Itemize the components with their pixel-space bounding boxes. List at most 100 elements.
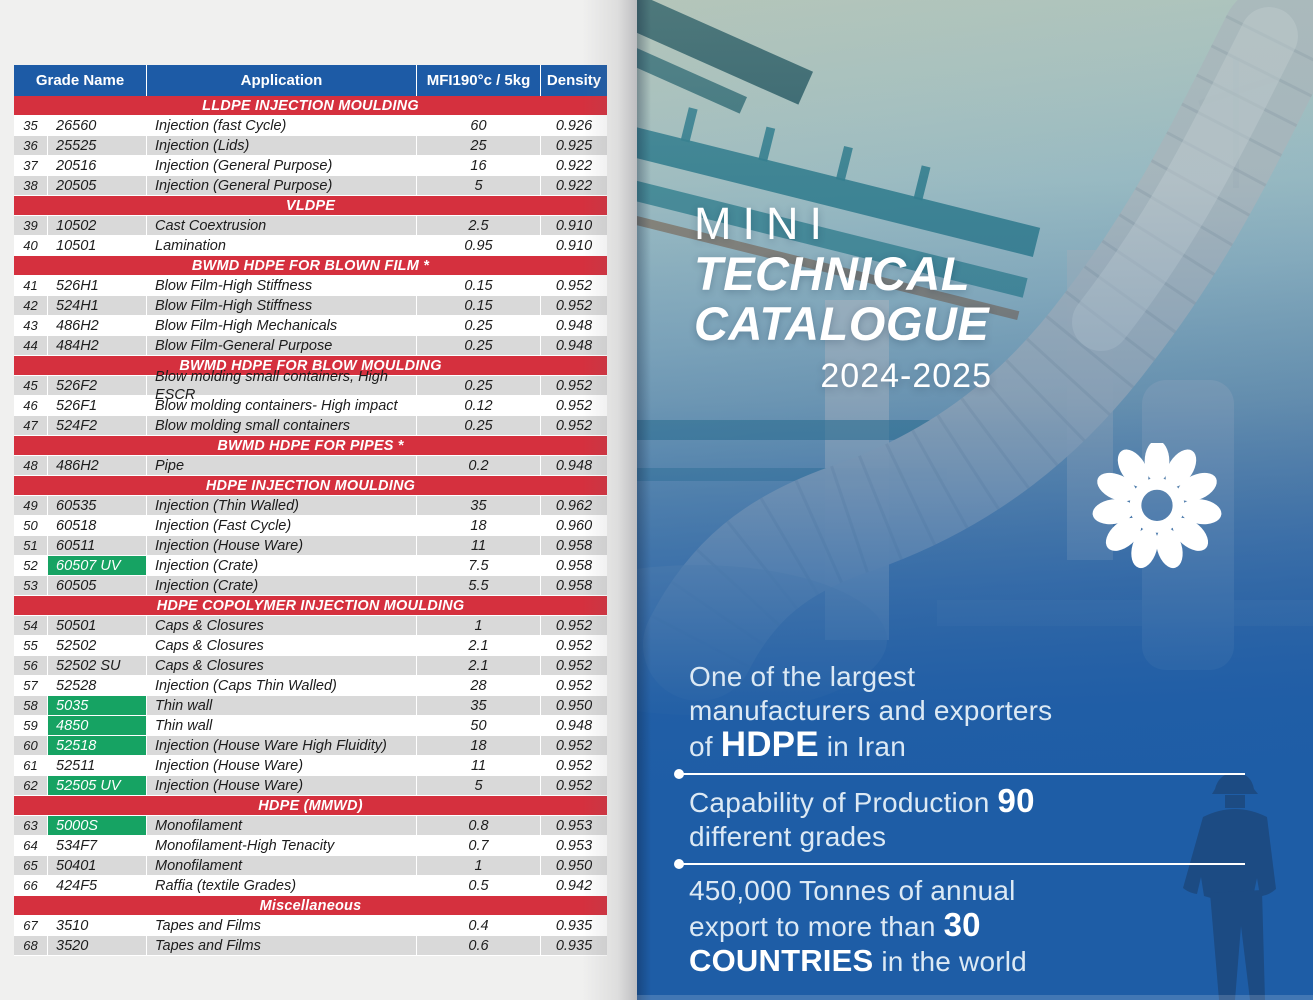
density-cell: 0.942: [555, 877, 593, 894]
density-cell: 0.958: [555, 577, 593, 594]
density-cell: 0.952: [555, 677, 593, 694]
grade-name-cell: 524F2: [48, 416, 147, 435]
row-number: 66: [14, 876, 48, 895]
grade-name-cell: 534F7: [48, 836, 147, 855]
table-row: 68 3520 Tapes and Films 0.6 0.935: [14, 936, 607, 956]
table-section-header: BWMD HDPE FOR BLOW MOULDING: [14, 356, 607, 376]
row-number: 52: [14, 556, 48, 575]
mfi-cell: 2.5: [417, 216, 541, 235]
application-cell: Lamination: [147, 236, 417, 255]
table-section-header: HDPE COPOLYMER INJECTION MOULDING: [14, 596, 607, 616]
density-cell: 0.952: [555, 777, 593, 794]
density-cell: 0.952: [555, 417, 593, 434]
density-cell: 0.948: [555, 317, 593, 334]
density-cell: 0.950: [555, 857, 593, 874]
density-cell: 0.935: [555, 917, 593, 934]
mfi-cell: 18: [417, 736, 541, 755]
title-mini: MINI: [694, 198, 833, 249]
table-row: 42 524H1 Blow Film-High Stiffness 0.15 0.952: [14, 296, 607, 316]
density-cell: 0.926: [555, 117, 593, 134]
table-row: 67 3510 Tapes and Films 0.4 0.935: [14, 916, 607, 936]
density-cell: 0.952: [555, 657, 593, 674]
grade-name-cell: 52518: [48, 736, 147, 755]
grades-table: Grade Name Application MFI190°c / 5kg De…: [14, 65, 607, 956]
grade-name-cell: 486H2: [48, 316, 147, 335]
table-section-header: Miscellaneous: [14, 896, 607, 916]
table-row: 65 50401 Monofilament 1 0.950: [14, 856, 607, 876]
col-header-grade-name: Grade Name: [14, 65, 147, 96]
grade-name-cell: 52502 SU: [48, 656, 147, 675]
grade-name-cell: 52502: [48, 636, 147, 655]
mfi-cell: 5: [417, 176, 541, 195]
row-number: 46: [14, 396, 48, 415]
stat-divider-line: [674, 859, 1245, 869]
row-number: 54: [14, 616, 48, 635]
mfi-cell: 0.5: [417, 876, 541, 895]
page-left: Grade Name Application MFI190°c / 5kg De…: [0, 0, 637, 1000]
application-cell: Monofilament: [147, 856, 417, 875]
table-row: 44 484H2 Blow Film-General Purpose 0.25 0.94…: [14, 336, 607, 356]
row-number: 37: [14, 156, 48, 175]
table-section-header: BWMD HDPE FOR BLOWN FILM *: [14, 256, 607, 276]
application-cell: Injection (Lids): [147, 136, 417, 155]
table-row: 40 10501 Lamination 0.95 0.910: [14, 236, 607, 256]
row-number: 59: [14, 716, 48, 735]
application-cell: Injection (House Ware): [147, 756, 417, 775]
density-cell: 0.952: [555, 297, 593, 314]
table-row: 56 52502 SU Caps & Closures 2.1 0.952: [14, 656, 607, 676]
density-cell: 0.922: [555, 157, 593, 174]
mfi-cell: 1: [417, 616, 541, 635]
density-cell: 0.950: [555, 697, 593, 714]
density-cell: 0.952: [555, 637, 593, 654]
mfi-cell: 0.12: [417, 396, 541, 415]
mfi-cell: 0.15: [417, 276, 541, 295]
col-header-application: Application: [147, 65, 417, 96]
stat-text-line: export to more than 30: [689, 906, 981, 943]
grade-name-cell: 10501: [48, 236, 147, 255]
row-number: 49: [14, 496, 48, 515]
application-cell: Injection (Crate): [147, 556, 417, 575]
row-number: 45: [14, 376, 48, 395]
table-row: 60 52518 Injection (House Ware High Fluidi…: [14, 736, 607, 756]
table-row: 64 534F7 Monofilament-High Tenacity 0.7 0.95…: [14, 836, 607, 856]
mfi-cell: 0.7: [417, 836, 541, 855]
grade-name-cell: 486H2: [48, 456, 147, 475]
mfi-cell: 0.2: [417, 456, 541, 475]
table-section-header: HDPE INJECTION MOULDING: [14, 476, 607, 496]
density-cell: 0.953: [555, 817, 593, 834]
row-number: 60: [14, 736, 48, 755]
row-number: 67: [14, 916, 48, 935]
row-number: 64: [14, 836, 48, 855]
grade-name-cell: 526H1: [48, 276, 147, 295]
application-cell: Monofilament: [147, 816, 417, 835]
application-cell: Tapes and Films: [147, 936, 417, 955]
table-row: 59 4850 Thin wall 50 0.948: [14, 716, 607, 736]
application-cell: Cast Coextrusion: [147, 216, 417, 235]
mfi-cell: 0.4: [417, 916, 541, 935]
application-cell: Injection (fast Cycle): [147, 116, 417, 135]
table-row: 55 52502 Caps & Closures 2.1 0.952: [14, 636, 607, 656]
row-number: 47: [14, 416, 48, 435]
grade-name-cell: 4850: [48, 716, 147, 735]
table-section-header: LLDPE INJECTION MOULDING: [14, 96, 607, 116]
table-section-header: VLDPE: [14, 196, 607, 216]
application-cell: Blow Film-High Stiffness: [147, 276, 417, 295]
table-row: 57 52528 Injection (Caps Thin Walled) 28 0.9…: [14, 676, 607, 696]
mfi-cell: 0.25: [417, 336, 541, 355]
row-number: 56: [14, 656, 48, 675]
density-cell: 0.948: [555, 457, 593, 474]
density-cell: 0.953: [555, 837, 593, 854]
application-cell: Injection (Thin Walled): [147, 496, 417, 515]
density-cell: 0.958: [555, 537, 593, 554]
grade-name-cell: 50401: [48, 856, 147, 875]
mfi-cell: 25: [417, 136, 541, 155]
table-row: 35 26560 Injection (fast Cycle) 60 0.926: [14, 116, 607, 136]
row-number: 53: [14, 576, 48, 595]
application-cell: Monofilament-High Tenacity: [147, 836, 417, 855]
mfi-cell: 11: [417, 756, 541, 775]
table-section-header: HDPE (MMWD): [14, 796, 607, 816]
grade-name-cell: 5035: [48, 696, 147, 715]
grade-name-cell: 524H1: [48, 296, 147, 315]
density-cell: 0.948: [555, 717, 593, 734]
